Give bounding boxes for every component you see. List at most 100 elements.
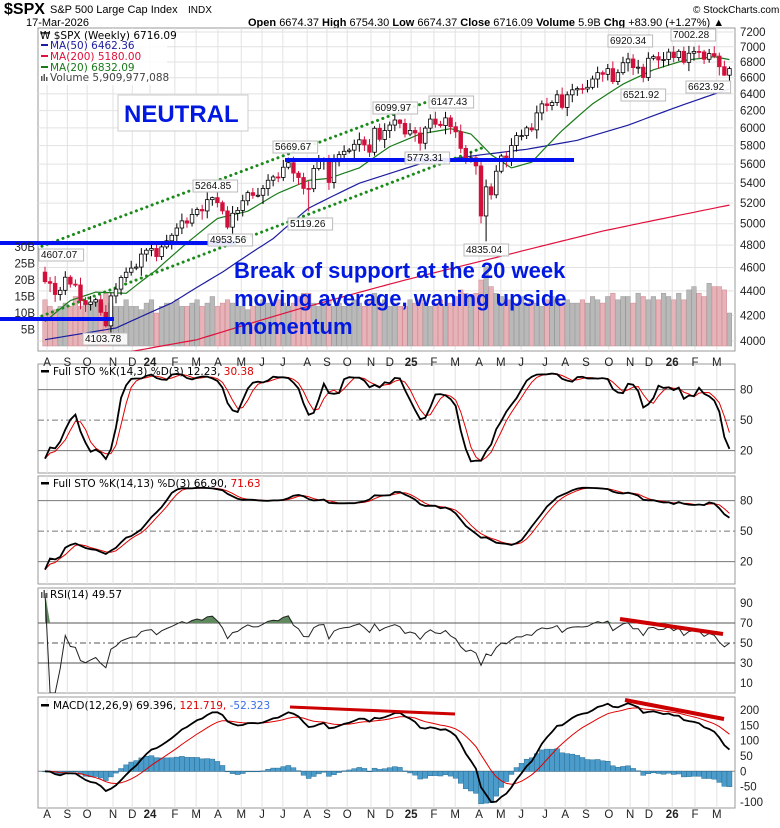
macd-histogram-bar [321,771,327,773]
candle-body [331,161,337,183]
volume-bar [422,302,428,347]
candle [270,174,276,187]
candle [656,51,661,69]
candle [316,154,321,171]
price-label-box [38,248,85,262]
macd-histogram-bar [726,771,733,787]
volume-bars [42,266,733,347]
macd-histogram-bar [224,771,231,773]
candle [47,276,53,293]
candle-body [367,144,372,153]
volume-bar [336,302,342,347]
svg-text:Full STO %K(14,3) %D(3) 12.23,: Full STO %K(14,3) %D(3) 12.23, 30.38 [53,366,254,378]
volume-bar [640,296,646,347]
candle-body [128,267,134,273]
candle-body [245,192,250,202]
macd-histogram-bar [564,753,570,772]
volume-bar [219,302,225,347]
month-label: M [496,809,506,821]
month-label: 25 [405,809,418,821]
macd-histogram-bar [574,755,581,772]
candle [113,283,119,304]
candle-body [52,282,58,295]
volume-bar [295,296,302,347]
candle [443,111,448,135]
month-label: O [604,809,613,821]
candle [499,153,504,174]
volume-bar [397,306,403,347]
candle-body [575,88,580,91]
candle [717,52,722,76]
volume-bar [311,302,317,347]
volume-bar [645,299,651,347]
month-label: 24 [144,357,157,369]
sentiment-label: NEUTRAL [124,101,239,128]
month-label: 26 [666,809,679,821]
volume-bar [417,299,423,347]
macd-histogram-bar [610,765,616,772]
price-candles [42,45,732,335]
month-label: N [626,357,634,369]
volume-bar [382,299,388,347]
volume-bar [199,306,205,347]
volume-bar [463,292,469,347]
volume-bar [326,299,332,347]
volume-bar [62,302,68,347]
volume-bar [453,296,459,347]
candle [494,165,499,199]
month-label: J [259,357,265,369]
macd-histogram-bar [442,771,449,775]
svg-text:MACD(12,26,9) 69.396, 121.719,: MACD(12,26,9) 69.396, 121.719, -52.323 [53,700,270,712]
sto2-tick-label: 20 [740,557,753,569]
candle-body [590,78,595,88]
month-label: J [280,809,286,821]
macd-histogram-bar [696,771,702,777]
candle-body [326,159,332,183]
index-name: S&P 500 Large Cap Index [50,4,178,16]
candle [174,223,180,243]
candle [235,206,240,221]
sto2-panel-frame [37,475,736,585]
candle-body [270,176,276,181]
sto1-tick-label: 20 [740,446,753,458]
volume-bar [184,306,190,347]
volume-bar [711,286,717,347]
volume-bar [72,296,78,347]
candle-body [230,212,235,228]
candle-body [341,150,347,156]
candle [488,183,494,200]
month-label: M [450,357,460,369]
candle-body [549,102,555,106]
month-label: D [386,809,394,821]
month-label: O [343,357,352,369]
candle-body [139,253,144,268]
volume-tick-label: 20B [15,275,36,287]
candle-body [686,52,692,63]
candle [519,129,524,141]
macd-histogram-bar [346,769,352,772]
macd-histogram-bar [670,771,677,775]
candle-body [352,143,357,151]
ohlc-summary: Open 6674.37 High 6754.30 Low 6674.37 Cl… [248,17,724,29]
volume-bar [209,296,215,347]
price-label-box [670,28,717,42]
macd-histogram-bar [300,771,307,776]
macd-histogram-bar [204,758,210,772]
month-label: J [542,357,548,369]
macd-histogram-bar [184,757,190,772]
candle [265,174,271,196]
volume-bar [716,286,722,347]
macd-histogram-bar [554,748,560,772]
price-label-5773.31: 5773.31 [407,153,444,164]
month-label: F [692,357,699,369]
price-tick-label: 4200 [740,310,766,322]
volume-bar [143,302,149,347]
candle-body [412,130,418,134]
candle-body [656,56,661,61]
price-label-box [192,179,239,193]
sto1-label: Full STO %K(14,3) %D(3) 12.23, [53,366,220,378]
month-label: S [323,809,331,821]
candle-body [417,132,423,144]
candle [661,52,666,68]
